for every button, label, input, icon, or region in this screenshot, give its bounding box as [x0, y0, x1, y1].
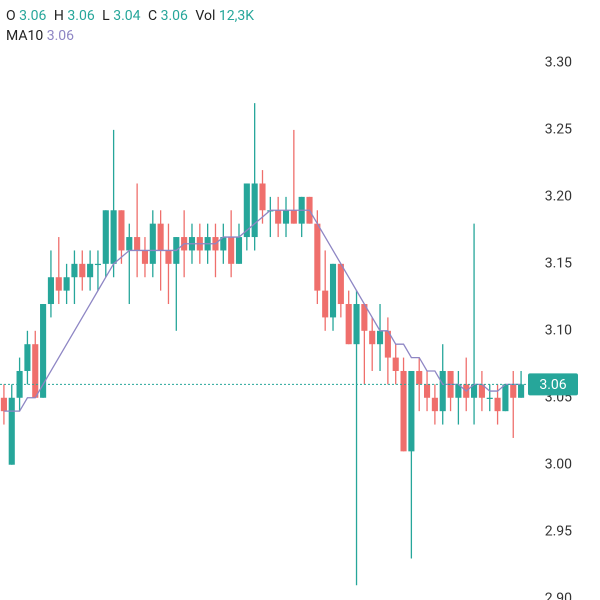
value: 12,3K — [218, 8, 255, 24]
label: C — [147, 8, 158, 24]
y-tick-label: 3.20 — [545, 189, 572, 205]
candle-body — [251, 183, 258, 238]
candle-body — [408, 370, 415, 452]
ma-row: MA10 3.06 — [6, 26, 258, 46]
label: O — [6, 8, 16, 24]
candle-body — [329, 263, 337, 318]
y-tick-label: 3.00 — [545, 456, 572, 472]
candle-body — [314, 223, 321, 291]
value: 3.06 — [67, 8, 95, 24]
candle-body — [345, 304, 352, 345]
candle-body — [32, 344, 39, 398]
ohlc-header: O 3.06 H 3.06 L 3.04 C 3.06 Vol 12,3K MA… — [6, 6, 258, 46]
candle-body — [87, 263, 94, 278]
candle-body — [471, 384, 478, 398]
candle-body — [369, 330, 376, 345]
candle-body — [55, 277, 62, 291]
candle-body — [0, 397, 7, 412]
candle-body — [165, 250, 172, 264]
candle-body — [220, 237, 227, 251]
candle-body — [102, 210, 109, 264]
candle-body — [439, 370, 446, 412]
y-tick-label: 2.95 — [545, 523, 572, 539]
candle-body — [337, 263, 344, 305]
ma-line — [3, 209, 522, 412]
last-price-label: 3.06 — [539, 377, 566, 393]
candle-body — [126, 237, 133, 251]
label: MA10 — [6, 28, 44, 44]
ohlc-row: O 3.06 H 3.06 L 3.04 C 3.06 Vol 12,3K — [6, 6, 258, 26]
candle-body — [361, 304, 368, 331]
candle-body — [518, 384, 525, 398]
candle-body — [79, 263, 86, 278]
value: 3.04 — [113, 8, 141, 24]
candle-body — [275, 210, 282, 224]
candle-body — [290, 210, 297, 224]
candle-body — [8, 397, 15, 465]
candle-body — [353, 304, 360, 345]
candle-body — [486, 397, 493, 399]
candle-body — [141, 250, 149, 264]
candle-body — [282, 210, 290, 224]
candle-body — [376, 330, 384, 345]
candle-body — [16, 370, 23, 398]
candle-body — [110, 210, 117, 264]
candle-body — [416, 370, 423, 385]
candle-body — [431, 397, 438, 412]
y-tick-label: 3.30 — [545, 55, 572, 71]
y-tick-label: 3.15 — [545, 256, 572, 272]
candle-body — [235, 237, 243, 264]
label: Vol — [195, 8, 216, 24]
candle-body — [157, 223, 164, 251]
candle-body — [149, 223, 156, 264]
candle-body — [455, 384, 462, 398]
candle-body — [63, 277, 70, 291]
candle-body — [322, 290, 329, 318]
candle-body — [243, 183, 250, 238]
candle-body — [400, 370, 407, 452]
candle-body — [478, 384, 485, 398]
candle-body — [24, 344, 31, 371]
last-price-tag — [528, 373, 578, 396]
value: 3.06 — [46, 28, 74, 44]
candle-body — [259, 183, 266, 211]
y-tick-label: 3.10 — [545, 323, 572, 339]
candle-body — [510, 384, 517, 398]
value: 3.06 — [160, 8, 188, 24]
candle-body — [40, 304, 47, 398]
label: L — [102, 8, 110, 24]
candle-body — [134, 237, 141, 251]
candle-body — [228, 237, 235, 264]
candle-body — [384, 330, 391, 358]
y-tick-label: 2.90 — [545, 590, 572, 600]
candle-body — [94, 263, 102, 266]
candle-body — [47, 277, 54, 305]
candle-body — [118, 210, 125, 251]
label: H — [53, 8, 64, 24]
candle-body — [392, 357, 399, 371]
y-tick-label: 3.25 — [545, 122, 572, 138]
value: 3.06 — [19, 8, 47, 24]
candle-body — [71, 263, 78, 278]
candle-body — [494, 397, 501, 412]
candle-body — [502, 384, 509, 412]
candle-body — [423, 384, 431, 398]
